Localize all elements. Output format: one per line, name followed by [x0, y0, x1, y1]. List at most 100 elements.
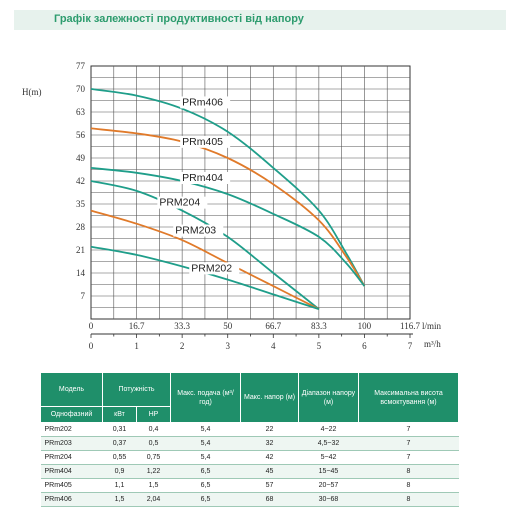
cell-kw: 0,9 [102, 464, 137, 479]
curve-prm406 [90, 88, 366, 287]
x-tick-label-m3h: 2 [180, 341, 185, 351]
cell-suction: 8 [358, 478, 459, 493]
cell-head: 32 [240, 436, 299, 451]
curve-label-bg [180, 172, 231, 184]
cell-kw: 1,1 [102, 478, 137, 493]
curve-label-bg [157, 196, 208, 209]
cell-hp: 1,5 [136, 478, 171, 493]
table-row: PRm202 0,31 0,4 5,4 22 4~22 7 [40, 422, 459, 437]
y-tick-label: 35 [76, 199, 86, 209]
cell-flow: 5,4 [170, 436, 241, 451]
cell-suction: 7 [358, 422, 459, 437]
x-tick-label-lmin: 116.7 [400, 321, 420, 331]
cell-suction: 7 [358, 450, 459, 465]
x-tick-label-m3h: 7 [408, 341, 413, 351]
cell-kw: 0,55 [102, 450, 137, 465]
cell-flow: 6,5 [170, 464, 241, 479]
table-row: PRm406 1,5 2,04 6,5 68 30~68 8 [40, 492, 459, 507]
curve-label-bg [180, 135, 231, 148]
cell-model: PRm405 [40, 478, 103, 493]
cell-model: PRm203 [40, 436, 103, 451]
curve-label-bg [189, 262, 240, 275]
cell-hp: 2,04 [136, 492, 171, 507]
curve-label-bg [173, 224, 224, 237]
th-suction: Максимальна висота всмоктування (м) [358, 372, 459, 423]
curve-label-prm204: PRM204 [159, 197, 200, 209]
y-tick-label: 42 [76, 176, 85, 186]
cell-flow: 6,5 [170, 492, 241, 507]
curve-label-prm404: PRm404 [182, 172, 223, 184]
y-tick-label: 63 [76, 107, 86, 117]
cell-range: 4,5~32 [298, 436, 359, 451]
chart-curve-labels: PRm406 PRm405 PRm404 PRM204 PRM203 PRM202 [157, 96, 240, 275]
title-bar: Графік залежності продуктивності від нап… [14, 10, 506, 30]
y-axis-label: H(m) [22, 87, 42, 97]
cell-model: PRm406 [40, 492, 103, 507]
cell-range: 15~45 [298, 464, 359, 479]
cell-model: PRm204 [40, 450, 103, 465]
th-kw: кВт [102, 406, 137, 423]
cell-kw: 1,5 [102, 492, 137, 507]
chart-title: Графік залежності продуктивності від нап… [54, 13, 304, 25]
x-tick-label-lmin: 50 [223, 321, 233, 331]
cell-hp: 0,5 [136, 436, 171, 451]
curve-label-prm406: PRm406 [182, 96, 223, 108]
th-single-phase: Однофазний [40, 406, 103, 423]
cell-suction: 8 [358, 464, 459, 479]
th-max-flow: Макс. подача (м³/год) [170, 372, 241, 423]
chart-curves [90, 88, 366, 310]
x-tick-label-m3h: 3 [225, 341, 230, 351]
th-power: Потужність [102, 372, 171, 407]
x-tick-label-lmin: 66.7 [265, 321, 281, 331]
x-axis-unit-lmin: l/min [422, 321, 442, 331]
cell-flow: 5,4 [170, 450, 241, 465]
curve-prm404 [90, 167, 366, 287]
table-row: PRm405 1,1 1,5 6,5 57 20~57 8 [40, 478, 459, 493]
x-tick-label-lmin: 16.7 [129, 321, 145, 331]
curve-label-prm405: PRm405 [182, 136, 223, 148]
y-tick-label: 7 [81, 291, 86, 301]
cell-model: PRm202 [40, 422, 103, 437]
table-row: PRm204 0,55 0,75 5,4 42 5~42 7 [40, 450, 459, 465]
y-tick-label: 56 [76, 130, 86, 140]
x-tick-label-m3h: 6 [362, 341, 367, 351]
x-tick-label-lmin: 0 [89, 321, 94, 331]
y-tick-label: 70 [76, 84, 86, 94]
curve-label-bg [180, 96, 231, 109]
x-tick-label-m3h: 5 [317, 341, 322, 351]
cell-head: 22 [240, 422, 299, 437]
curve-label-prm202: PRM202 [191, 262, 232, 274]
y-tick-label: 49 [76, 153, 86, 163]
th-range: Діапазон напору (м) [298, 372, 359, 423]
curve-prm203 [90, 209, 320, 310]
cell-hp: 0,75 [136, 450, 171, 465]
curve-prm204 [90, 180, 320, 310]
table-row: PRm404 0,9 1,22 6,5 45 15~45 8 [40, 464, 459, 479]
x-tick-label-m3h: 4 [271, 341, 276, 351]
y-tick-label: 28 [76, 222, 86, 232]
cell-range: 4~22 [298, 422, 359, 437]
cell-flow: 6,5 [170, 478, 241, 493]
spec-table: Модель Потужність Макс. подача (м³/год) … [40, 372, 459, 507]
x-tick-label-lmin: 33.3 [174, 321, 190, 331]
cell-range: 30~68 [298, 492, 359, 507]
cell-head: 45 [240, 464, 299, 479]
x-tick-label-m3h: 0 [89, 341, 94, 351]
x-axis-unit-m3h: m³/h [424, 339, 441, 349]
cell-flow: 5,4 [170, 422, 241, 437]
cell-hp: 0,4 [136, 422, 171, 437]
x-tick-label-lmin: 83.3 [311, 321, 327, 331]
th-model: Модель [40, 372, 103, 407]
cell-kw: 0,31 [102, 422, 137, 437]
curve-label-prm203: PRM203 [175, 225, 216, 237]
cell-range: 5~42 [298, 450, 359, 465]
x-tick-label-m3h: 1 [134, 341, 139, 351]
y-tick-label: 21 [76, 245, 85, 255]
cell-suction: 7 [358, 436, 459, 451]
cell-suction: 8 [358, 492, 459, 507]
spec-table-body: PRm202 0,31 0,4 5,4 22 4~22 7 PRm203 0,37 0,5 5,4 3… [40, 422, 459, 507]
curve-prm405 [90, 127, 366, 287]
table-row: PRm203 0,37 0,5 5,4 32 4,5~32 7 [40, 436, 459, 451]
